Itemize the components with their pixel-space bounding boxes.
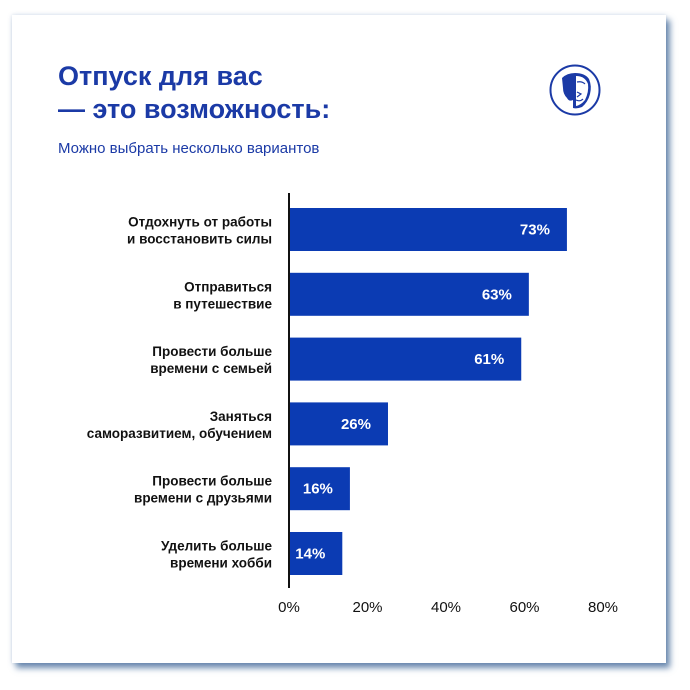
category-label: Провести больше [152, 344, 272, 359]
category-label: времени хобби [170, 556, 272, 571]
category-label: Отправиться [184, 279, 272, 294]
category-label: Уделить больше [161, 539, 273, 554]
bar [289, 402, 388, 446]
category-label: времени с друзьями [134, 491, 272, 506]
data-label: 61% [474, 351, 504, 368]
category-label: в путешествие [173, 296, 272, 311]
data-label: 63% [482, 286, 512, 303]
x-tick-label: 0% [278, 599, 300, 616]
page-title: Отпуск для вас — это возможность: [58, 60, 330, 126]
bar [289, 532, 343, 575]
category-label: и восстановить силы [127, 232, 272, 247]
lion-logo-icon [549, 64, 601, 116]
data-label: 73% [520, 222, 550, 239]
x-tick-label: 40% [431, 599, 461, 616]
title-line-2: — это возможность: [58, 94, 331, 124]
title-line-1: Отпуск для вас [58, 61, 263, 91]
category-label: саморазвитием, обучением [87, 426, 272, 441]
bar [289, 467, 350, 511]
category-label: Провести больше [152, 474, 272, 489]
data-label: 16% [303, 481, 333, 498]
bar [289, 208, 567, 251]
subtitle: Можно выбрать несколько вариантов [58, 140, 320, 157]
x-tick-label: 60% [509, 599, 539, 616]
x-tick-label: 80% [588, 599, 618, 616]
category-label: Заняться [210, 409, 272, 424]
bar [289, 272, 529, 316]
x-tick-label: 20% [352, 599, 382, 616]
data-label: 26% [341, 416, 371, 433]
category-label: времени с семьей [150, 361, 272, 376]
data-label: 14% [295, 546, 325, 563]
category-label: Отдохнуть от работы [128, 215, 272, 230]
bar [289, 337, 522, 381]
